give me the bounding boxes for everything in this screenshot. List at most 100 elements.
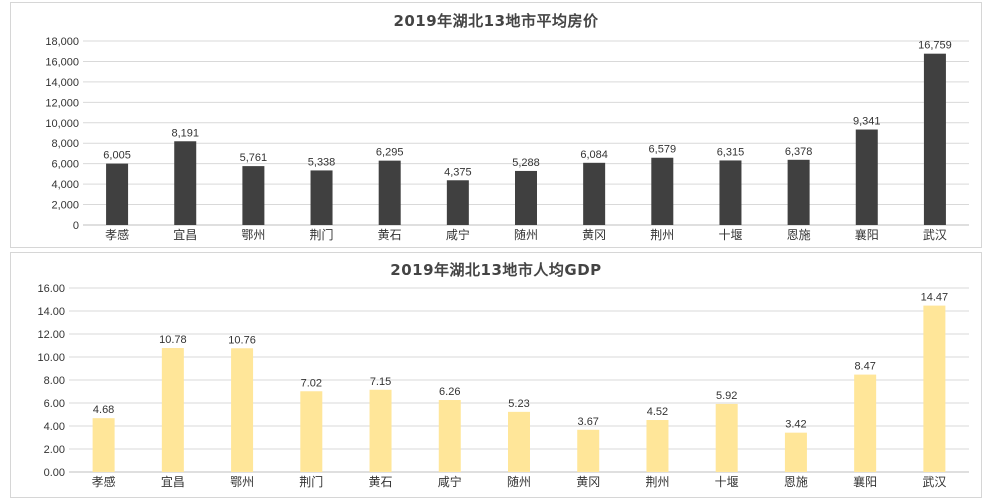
bar-7 — [508, 411, 530, 472]
data-label: 3.67 — [578, 416, 599, 428]
data-label: 8,191 — [171, 127, 199, 139]
y-tick-label: 4,000 — [51, 179, 79, 191]
y-tick-label: 2,000 — [51, 200, 79, 212]
bar-12 — [854, 374, 877, 472]
x-tick-label: 咸宁 — [446, 227, 470, 242]
y-tick-label: 6.00 — [44, 398, 65, 410]
bar-11 — [787, 159, 810, 225]
x-tick-label: 十堰 — [715, 475, 739, 489]
bar-3 — [231, 348, 254, 472]
data-label: 4.68 — [93, 404, 114, 416]
data-label: 10.76 — [228, 334, 256, 346]
data-label: 14.47 — [921, 292, 949, 304]
bar-10 — [719, 160, 742, 225]
y-tick-label: 8,000 — [51, 138, 79, 150]
gdp-per-capita-chart: 2019年湖北13地市人均GDP 0.00 2.00 4.00 6.00 8.00 10.… — [10, 252, 982, 498]
x-tick-label: 咸宁 — [438, 474, 462, 489]
y-tick-label: 8.00 — [44, 375, 65, 387]
x-tick-label: 襄阳 — [853, 474, 877, 489]
x-tick-label: 黄石 — [369, 475, 393, 489]
house-price-chart-svg: 2019年湖北13地市平均房价 0 2,000 4,000 6,000 8,000 10,… — [45, 12, 969, 242]
x-tick-label: 荆州 — [645, 475, 669, 489]
y-tick-label: 10.00 — [37, 352, 65, 364]
data-label: 7.15 — [370, 376, 391, 388]
y-tick-label: 16,000 — [45, 56, 79, 68]
data-label: 4,375 — [444, 166, 472, 178]
data-label: 5.23 — [508, 398, 529, 410]
data-label: 6,005 — [103, 150, 131, 162]
bar-6 — [438, 400, 461, 472]
data-label: 3.42 — [785, 419, 806, 431]
y-tick-label: 0.00 — [44, 467, 65, 479]
x-tick-label: 黄石 — [378, 228, 402, 242]
x-tick-label: 荆州 — [650, 228, 674, 242]
bar-10 — [715, 403, 738, 472]
data-label: 4.52 — [647, 406, 668, 418]
x-tick-label: 随州 — [507, 474, 531, 489]
bar-7 — [515, 170, 537, 225]
data-label: 6,579 — [649, 144, 677, 156]
bar-4 — [300, 391, 323, 472]
bar-2 — [174, 141, 197, 225]
data-label: 7.02 — [301, 377, 322, 389]
bar-4 — [310, 170, 333, 225]
x-tick-label: 恩施 — [787, 228, 811, 242]
y-tick-label: 0 — [73, 220, 79, 232]
x-tick-label: 孝感 — [105, 227, 129, 242]
x-tick-label: 宜昌 — [173, 227, 197, 242]
bar-13 — [923, 305, 946, 472]
data-label: 5,288 — [512, 157, 540, 169]
y-tick-label: 14.00 — [37, 306, 65, 318]
data-label: 16,759 — [918, 40, 952, 52]
y-tick-label: 16.00 — [37, 283, 65, 295]
x-tick-label: 随州 — [514, 227, 538, 242]
y-tick-label: 14,000 — [45, 77, 79, 89]
bar-6 — [446, 180, 469, 225]
data-label: 8.47 — [854, 361, 875, 373]
bar-8 — [577, 429, 600, 472]
data-label: 9,341 — [853, 116, 881, 128]
bar-1 — [92, 418, 115, 472]
chart-title: 2019年湖北13地市平均房价 — [393, 12, 599, 30]
y-tick-label: 2.00 — [44, 444, 65, 456]
x-tick-label: 武汉 — [922, 475, 946, 489]
gdp-per-capita-chart-svg: 2019年湖北13地市人均GDP 0.00 2.00 4.00 6.00 8.00 10.… — [37, 261, 969, 489]
bar-11 — [784, 432, 807, 472]
data-label: 5,338 — [308, 156, 336, 168]
x-tick-label: 黄冈 — [576, 475, 600, 489]
y-tick-label: 12,000 — [45, 97, 79, 109]
y-tick-label: 6,000 — [51, 159, 79, 171]
bar-9 — [646, 420, 669, 472]
data-label: 10.78 — [159, 334, 187, 346]
x-tick-label: 恩施 — [784, 475, 808, 489]
bar-9 — [651, 157, 674, 225]
x-tick-label: 武汉 — [923, 228, 947, 242]
data-label: 6,378 — [785, 146, 813, 158]
chart-title: 2019年湖北13地市人均GDP — [390, 261, 601, 279]
data-label: 6.26 — [439, 386, 460, 398]
x-tick-label: 黄冈 — [582, 228, 606, 242]
x-tick-label: 十堰 — [718, 228, 742, 242]
data-label: 5,761 — [240, 152, 268, 164]
bar-2 — [161, 348, 184, 472]
data-label: 5.92 — [716, 390, 737, 402]
bar-5 — [378, 160, 401, 225]
bar-12 — [855, 129, 878, 225]
bar-5 — [369, 389, 392, 472]
x-tick-label: 孝感 — [92, 474, 116, 489]
x-tick-label: 鄂州 — [230, 475, 254, 489]
x-tick-label: 宜昌 — [161, 474, 185, 489]
data-label: 6,315 — [717, 146, 745, 158]
y-tick-label: 10,000 — [45, 118, 79, 130]
bar-8 — [583, 162, 606, 225]
bar-1 — [106, 163, 129, 225]
x-tick-label: 荆门 — [310, 227, 334, 242]
bar-3 — [242, 166, 265, 225]
y-tick-label: 4.00 — [44, 421, 65, 433]
bar-13 — [923, 53, 946, 226]
x-tick-label: 鄂州 — [241, 228, 265, 242]
house-price-chart: 2019年湖北13地市平均房价 0 2,000 4,000 6,000 8,000 10,… — [10, 2, 982, 248]
data-label: 6,295 — [376, 147, 404, 159]
data-label: 6,084 — [580, 149, 608, 161]
x-tick-label: 荆门 — [299, 474, 323, 489]
